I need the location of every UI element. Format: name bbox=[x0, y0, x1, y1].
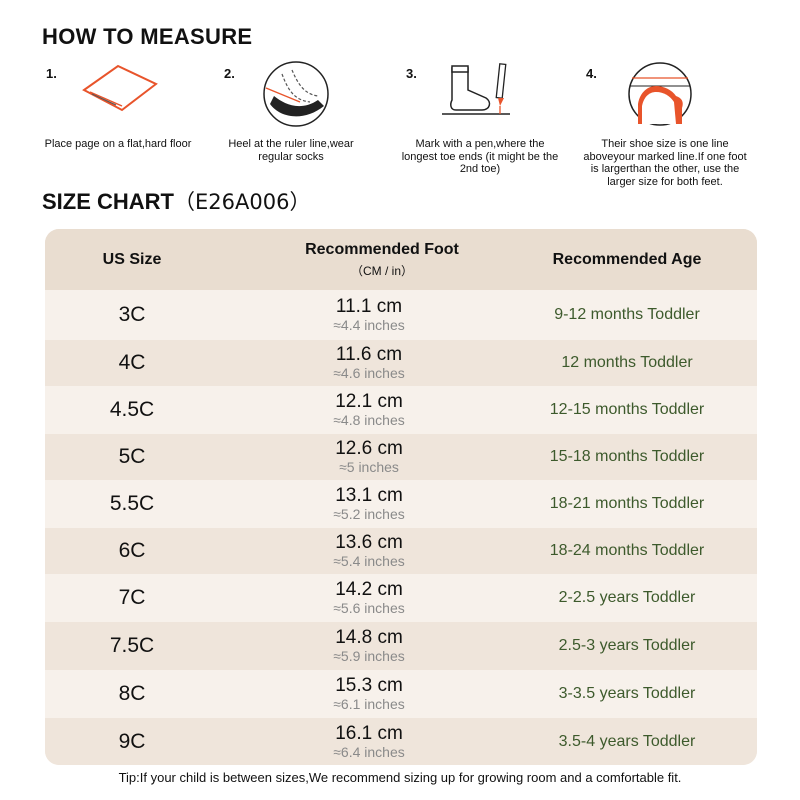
foot-cm: 12.1 cm bbox=[335, 391, 403, 412]
foot-cm: 13.6 cm bbox=[335, 532, 403, 553]
size-chart-code: （E26A006） bbox=[174, 190, 311, 214]
header-us-size: US Size bbox=[102, 250, 162, 268]
paper-sheet-icon bbox=[82, 64, 158, 112]
header-recommended-age: Recommended Age bbox=[552, 250, 702, 268]
foot-length-cell: 16.1 cm ≈6.4 inches bbox=[319, 718, 419, 765]
toe-line-icon bbox=[628, 62, 692, 126]
foot-inches: ≈5.6 inches bbox=[333, 600, 405, 616]
step-number: 4. bbox=[586, 66, 597, 81]
foot-inches: ≈5.4 inches bbox=[333, 553, 405, 569]
age-cell: 12-15 months Toddler bbox=[549, 401, 705, 418]
table-row: 7C 14.2 cm ≈5.6 inches 2-2.5 years Toddler bbox=[45, 574, 757, 622]
foot-cm: 15.3 cm bbox=[335, 675, 403, 696]
us-size-cell: 5.5C bbox=[109, 492, 155, 515]
us-size-cell: 6C bbox=[118, 539, 146, 562]
us-size-cell: 4.5C bbox=[109, 398, 155, 421]
sock-pen-icon bbox=[442, 63, 510, 115]
foot-length-cell: 14.2 cm ≈5.6 inches bbox=[319, 574, 419, 622]
age-cell: 2.5-3 years Toddler bbox=[558, 637, 696, 654]
foot-cm: 13.1 cm bbox=[335, 485, 403, 506]
foot-cm: 11.6 cm bbox=[335, 344, 403, 365]
size-chart-title: SIZE CHART（E26A006） bbox=[42, 186, 310, 216]
table-row: 4C 11.6 cm ≈4.6 inches 12 months Toddler bbox=[45, 340, 757, 386]
foot-cm: 14.8 cm bbox=[335, 627, 403, 648]
step-text: Heel at the ruler line,wear regular sock… bbox=[228, 138, 354, 163]
table-row: 6C 13.6 cm ≈5.4 inches 18-24 months Toddler bbox=[45, 528, 757, 574]
table-row: 5C 12.6 cm ≈5 inches 15-18 months Toddler bbox=[45, 434, 757, 480]
step-text: Mark with a pen,where the longest toe en… bbox=[401, 138, 559, 175]
table-row: 3C 11.1 cm ≈4.4 inches 9-12 months Toddler bbox=[45, 290, 757, 340]
measure-title: HOW TO MEASURE bbox=[42, 24, 253, 49]
table-row: 9C 16.1 cm ≈6.4 inches 3.5-4 years Toddler bbox=[45, 718, 757, 765]
age-cell: 3.5-4 years Toddler bbox=[558, 732, 696, 750]
us-size-cell: 7.5C bbox=[109, 634, 155, 657]
sizing-tip: Tip:If your child is between sizes,We re… bbox=[118, 770, 682, 785]
age-cell: 18-24 months Toddler bbox=[549, 542, 705, 559]
foot-inches: ≈4.6 inches bbox=[333, 365, 405, 381]
foot-inches: ≈5.2 inches bbox=[333, 506, 405, 522]
table-row: 4.5C 12.1 cm ≈4.8 inches 12-15 months Toddl… bbox=[45, 386, 757, 434]
us-size-cell: 8C bbox=[118, 682, 146, 705]
foot-inches: ≈5.9 inches bbox=[333, 648, 405, 664]
foot-inches: ≈4.4 inches bbox=[333, 317, 405, 333]
age-cell: 9-12 months Toddler bbox=[554, 306, 700, 323]
foot-inches: ≈4.8 inches bbox=[333, 412, 405, 428]
foot-cm: 12.6 cm bbox=[335, 438, 403, 459]
foot-length-cell: 11.6 cm ≈4.6 inches bbox=[319, 340, 419, 386]
foot-length-cell: 15.3 cm ≈6.1 inches bbox=[319, 670, 419, 718]
header-foot-label: Recommended Foot bbox=[305, 240, 459, 258]
header-recommended-foot: Recommended Foot （CM / in） bbox=[269, 229, 495, 290]
age-cell: 2-2.5 years Toddler bbox=[558, 589, 696, 606]
step-number: 2. bbox=[224, 66, 235, 81]
foot-inches: ≈6.1 inches bbox=[333, 696, 405, 712]
foot-length-cell: 13.1 cm ≈5.2 inches bbox=[319, 480, 419, 528]
us-size-cell: 5C bbox=[118, 445, 146, 468]
foot-inches: ≈6.4 inches bbox=[333, 743, 405, 760]
foot-length-cell: 14.8 cm ≈5.9 inches bbox=[319, 622, 419, 670]
step-number: 3. bbox=[406, 66, 417, 81]
foot-cm: 14.2 cm bbox=[335, 579, 403, 600]
table-header: US Size Recommended Foot （CM / in） Recom… bbox=[45, 229, 757, 290]
step-number: 1. bbox=[46, 66, 57, 81]
size-table: US Size Recommended Foot （CM / in） Recom… bbox=[45, 229, 757, 765]
foot-length-cell: 13.6 cm ≈5.4 inches bbox=[319, 528, 419, 574]
foot-cm: 16.1 cm bbox=[335, 722, 403, 744]
table-row: 5.5C 13.1 cm ≈5.2 inches 18-21 months Toddl… bbox=[45, 480, 757, 528]
heel-ruler-icon bbox=[263, 61, 329, 127]
age-cell: 15-18 months Toddler bbox=[549, 448, 705, 465]
us-size-cell: 9C bbox=[118, 729, 146, 753]
step-text: Place page on a flat,hard floor bbox=[44, 138, 192, 150]
us-size-cell: 7C bbox=[118, 586, 146, 609]
table-row: 8C 15.3 cm ≈6.1 inches 3-3.5 years Toddler bbox=[45, 670, 757, 718]
age-cell: 3-3.5 years Toddler bbox=[558, 685, 696, 702]
foot-length-cell: 12.1 cm ≈4.8 inches bbox=[319, 386, 419, 434]
step-text: Their shoe size is one line aboveyour ma… bbox=[583, 138, 747, 188]
age-cell: 18-21 months Toddler bbox=[549, 495, 705, 512]
foot-length-cell: 12.6 cm ≈5 inches bbox=[319, 434, 419, 480]
foot-inches: ≈5 inches bbox=[339, 459, 399, 475]
size-chart-title-text: SIZE CHART bbox=[42, 189, 174, 214]
us-size-cell: 4C bbox=[118, 351, 146, 374]
table-row: 7.5C 14.8 cm ≈5.9 inches 2.5-3 years Toddle… bbox=[45, 622, 757, 670]
header-foot-units: （CM / in） bbox=[350, 263, 413, 278]
age-cell: 12 months Toddler bbox=[561, 354, 693, 371]
foot-cm: 11.1 cm bbox=[335, 296, 403, 317]
us-size-cell: 3C bbox=[118, 303, 146, 326]
foot-length-cell: 11.1 cm ≈4.4 inches bbox=[319, 290, 419, 340]
